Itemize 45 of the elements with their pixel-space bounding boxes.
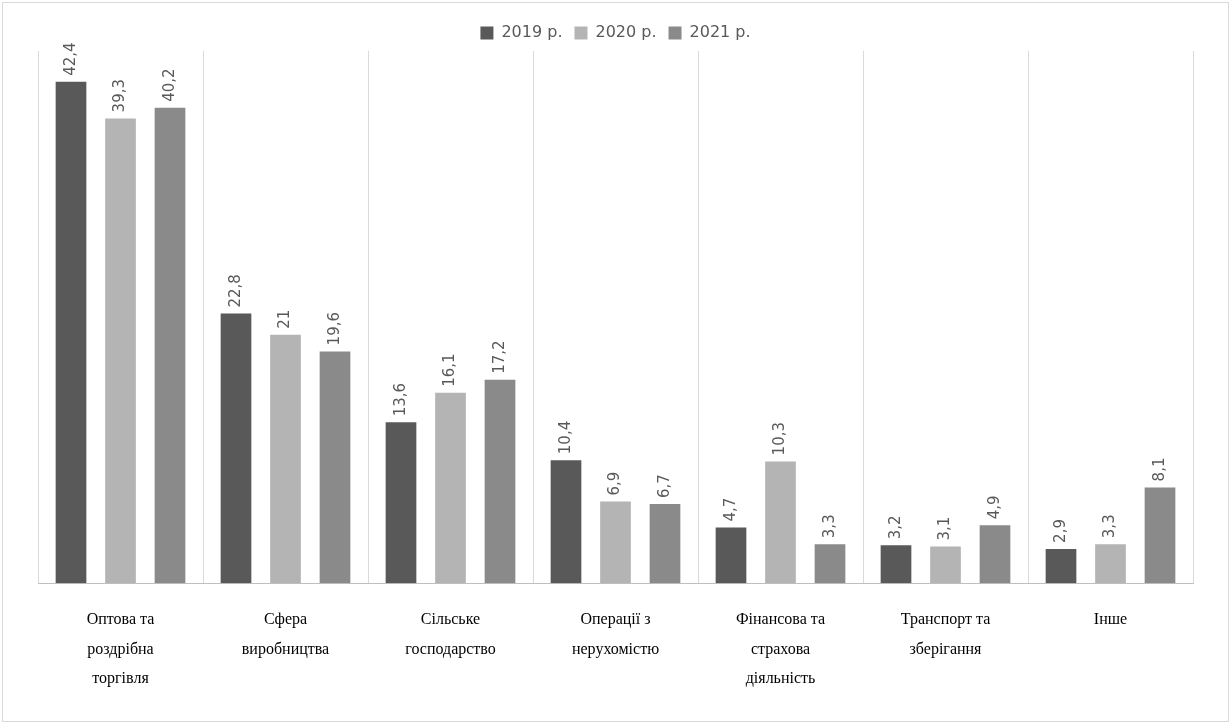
bar	[814, 544, 846, 584]
bar	[979, 525, 1011, 584]
bar	[1144, 487, 1176, 584]
x-tick-label: Фінансова та страхова діяльність	[735, 610, 826, 688]
data-label: 22,8	[225, 274, 244, 308]
x-tick-label: Сфера виробництва	[241, 610, 330, 658]
data-label: 21	[275, 309, 294, 329]
bar	[55, 81, 87, 584]
data-label: 10,3	[770, 421, 789, 456]
x-tick-label: Оптова та роздрібна торгівля	[86, 610, 155, 688]
data-label: 16,1	[440, 353, 459, 387]
legend-label: 2020 р.	[595, 22, 657, 42]
bar	[649, 503, 681, 584]
data-label: 40,2	[159, 68, 178, 102]
x-tick-label: Транспорт та зберігання	[900, 610, 991, 658]
data-label: 3,2	[885, 515, 904, 540]
x-tick-label: Операції з нерухомістю	[571, 610, 660, 658]
data-label: 3,3	[819, 514, 838, 539]
bar	[154, 107, 186, 584]
data-label: 6,7	[654, 474, 673, 498]
data-label: 42,4	[60, 42, 79, 76]
data-label: 4,7	[720, 497, 739, 522]
bar	[385, 422, 417, 584]
bar	[880, 545, 912, 584]
bar	[550, 460, 582, 584]
data-label: 10,4	[555, 420, 574, 455]
data-label: 6,9	[605, 471, 624, 496]
data-label: 39,3	[110, 79, 129, 113]
bar	[220, 313, 252, 584]
data-label: 4,9	[984, 495, 1003, 520]
bar	[484, 379, 516, 584]
data-label: 8,1	[1149, 457, 1168, 482]
bar	[715, 527, 747, 584]
bar	[319, 351, 351, 584]
data-label: 17,2	[489, 340, 508, 374]
data-label: 19,6	[324, 311, 343, 346]
bar	[1045, 548, 1077, 584]
x-tick-label: Сільське господарство	[405, 610, 496, 658]
legend-label: 2019 р.	[501, 22, 563, 42]
data-label: 3,3	[1100, 514, 1119, 539]
data-label: 3,1	[935, 516, 954, 541]
data-label: 2,9	[1050, 519, 1069, 543]
data-label: 13,6	[390, 382, 409, 417]
x-tick-label: Інше	[1093, 610, 1128, 628]
legend-label: 2021 р.	[689, 22, 751, 42]
